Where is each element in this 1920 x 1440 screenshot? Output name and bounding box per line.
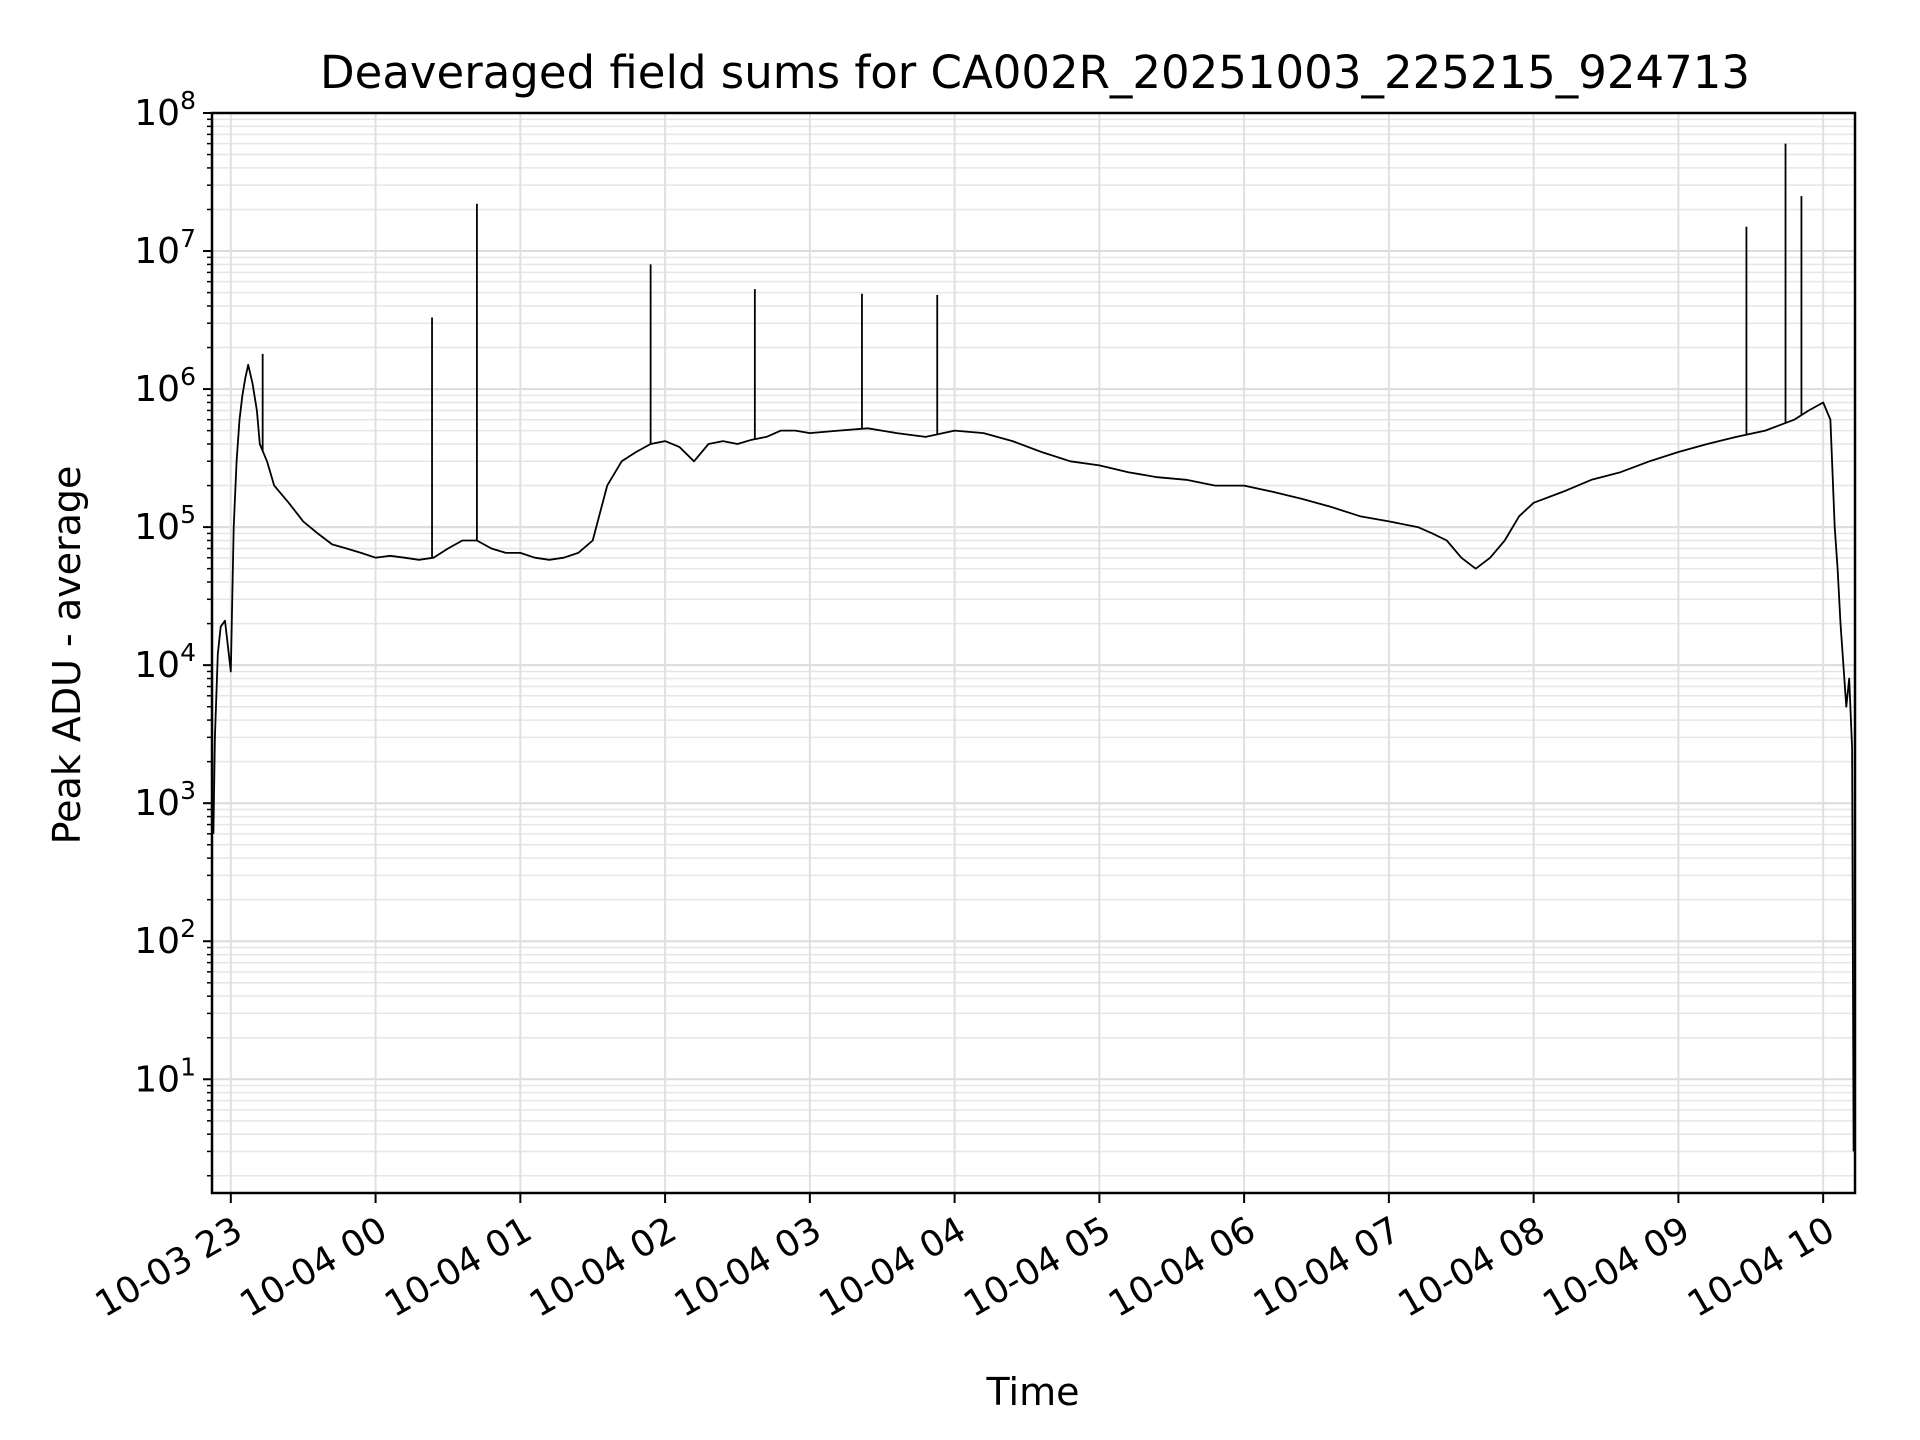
y-axis-label: Peak ADU - average [45,466,89,845]
y-tick-label: 102 [134,914,196,962]
y-tick-label: 103 [134,776,196,824]
y-tick-label: 108 [134,86,196,134]
chart-title: Deaveraged field sums for CA002R_2025100… [320,46,1750,99]
series-line [212,363,1855,1152]
y-tick-label: 101 [134,1052,196,1100]
y-tick-label: 104 [134,638,196,686]
data-series [212,143,1855,1152]
y-tick-label: 105 [134,500,196,548]
y-tick-label: 106 [134,362,196,410]
x-axis-label: Time [986,1370,1080,1414]
y-tick-label: 107 [134,224,196,272]
plot-frame [210,111,1857,1195]
y-axis: 101 102 103 104 105 106 107 108 [134,86,212,1177]
